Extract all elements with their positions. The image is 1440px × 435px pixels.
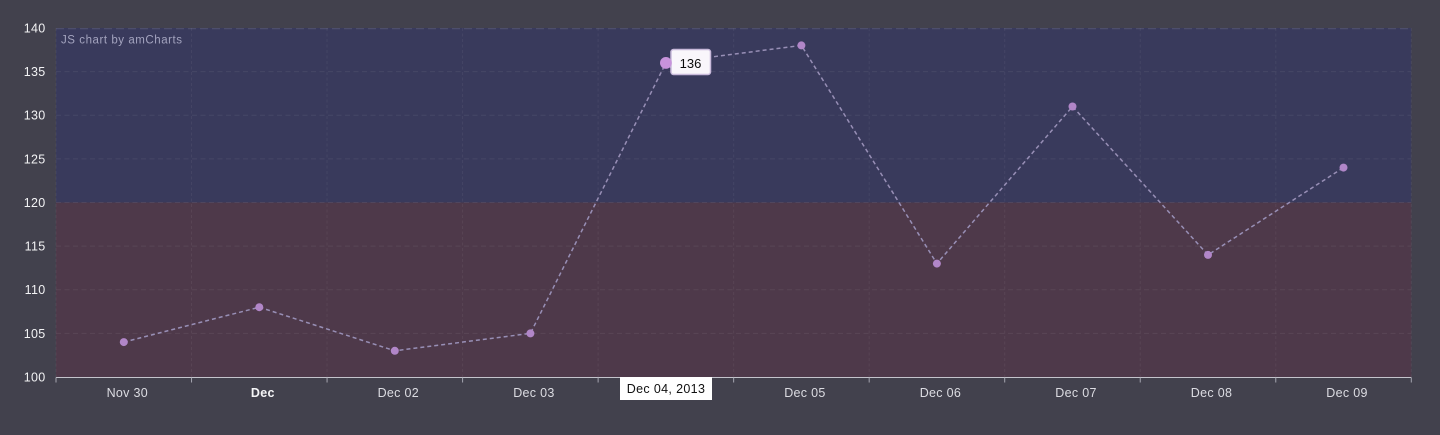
svg-text:Dec 08: Dec 08 [1191,386,1232,400]
svg-text:125: 125 [24,152,46,166]
svg-text:120: 120 [24,196,46,210]
svg-text:135: 135 [24,65,46,79]
svg-text:Dec 04, 2013: Dec 04, 2013 [627,382,706,396]
svg-text:105: 105 [24,327,46,341]
svg-text:JS chart by amCharts: JS chart by amCharts [61,35,183,47]
svg-text:Dec 07: Dec 07 [1055,386,1096,400]
svg-text:115: 115 [25,240,46,254]
svg-text:Nov 30: Nov 30 [107,386,148,400]
svg-text:130: 130 [24,109,46,123]
svg-text:Dec 09: Dec 09 [1326,386,1367,400]
svg-text:100: 100 [24,370,46,384]
svg-text:Dec 02: Dec 02 [378,386,419,400]
svg-text:Dec 06: Dec 06 [920,386,961,400]
svg-text:Dec: Dec [251,386,275,400]
svg-text:140: 140 [24,21,46,35]
svg-text:110: 110 [25,283,46,297]
svg-text:Dec 03: Dec 03 [513,386,554,400]
svg-text:136: 136 [680,56,702,71]
svg-text:Dec 05: Dec 05 [784,386,825,400]
